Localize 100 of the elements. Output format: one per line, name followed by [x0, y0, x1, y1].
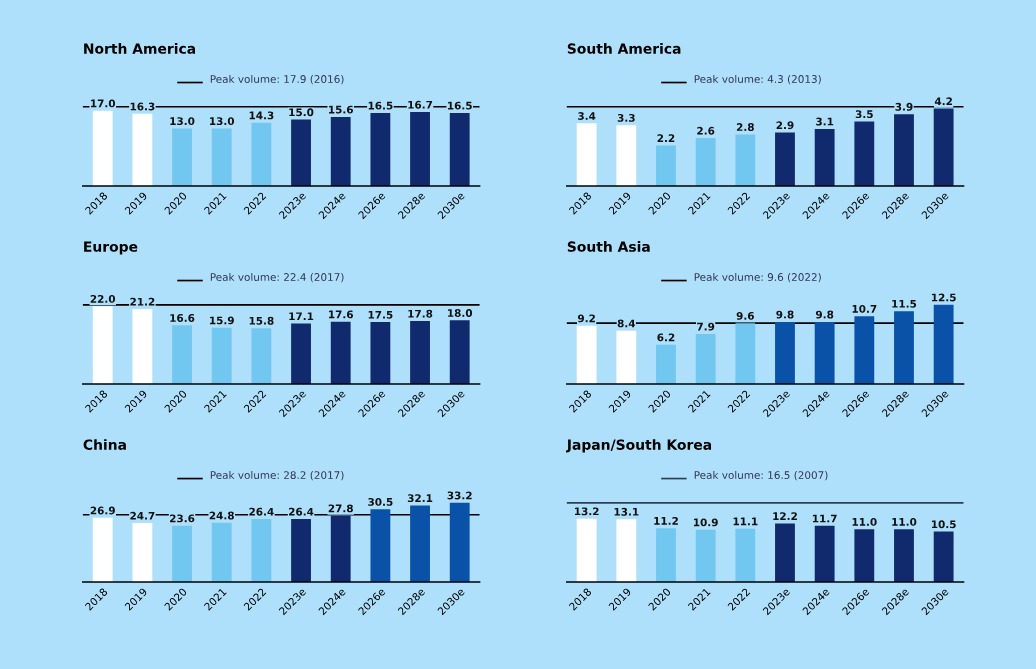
chart-title: China [83, 439, 126, 450]
bar [132, 113, 153, 186]
bar [735, 528, 756, 583]
bar [449, 502, 470, 583]
data-label: 26.9 [90, 506, 115, 515]
bar [330, 515, 351, 583]
data-label: 2.8 [736, 123, 754, 131]
bar [172, 325, 192, 385]
bar [933, 531, 954, 583]
data-label: 13.0 [170, 117, 195, 126]
legend-label: Peak volume: 4.3 (2013) [694, 74, 821, 85]
bar [894, 529, 914, 583]
bar [291, 119, 311, 186]
bar [656, 344, 676, 385]
data-label: 4.2 [934, 97, 952, 106]
data-label: 16.3 [130, 102, 155, 111]
bar [449, 320, 470, 385]
data-label: 27.8 [328, 504, 353, 513]
bar [251, 328, 272, 385]
data-label: 24.8 [209, 511, 234, 520]
chart-title: North America [84, 43, 196, 54]
data-label: 17.1 [289, 312, 314, 320]
bar [132, 309, 153, 385]
data-label: 17.5 [368, 310, 393, 319]
data-label: 3.1 [816, 117, 834, 126]
data-label: 9.2 [577, 314, 595, 323]
data-label: 9.8 [815, 310, 834, 319]
data-label: 32.1 [407, 494, 433, 503]
bar [576, 518, 597, 583]
bar [251, 519, 272, 583]
data-label: 17.8 [408, 309, 433, 318]
bar [370, 322, 391, 385]
bar [211, 327, 232, 385]
chart-title: Japan/South Korea [566, 439, 712, 453]
data-label: 2.2 [657, 134, 675, 142]
bar [370, 112, 391, 186]
data-label: 16.5 [368, 101, 393, 110]
data-label: 10.5 [931, 520, 956, 529]
data-label: 11.1 [733, 517, 758, 526]
data-label: 15.0 [289, 108, 314, 117]
bar [211, 522, 232, 583]
data-label: 9.8 [776, 310, 794, 319]
data-label: 18.0 [448, 309, 473, 317]
bar [933, 304, 954, 385]
data-label: 12.5 [931, 293, 956, 302]
data-label: 11.2 [654, 516, 678, 525]
bar [775, 321, 795, 385]
bar [616, 519, 637, 583]
bar [695, 138, 716, 186]
bar [854, 121, 875, 186]
chart-title: South America [567, 43, 681, 54]
bar [410, 112, 430, 186]
data-label: 17.0 [91, 99, 116, 108]
data-label: 15.9 [210, 316, 234, 325]
data-label: 2.9 [776, 121, 794, 130]
bar [814, 525, 835, 583]
data-label: 21.2 [130, 297, 155, 306]
bar [894, 311, 914, 385]
bar [370, 509, 391, 583]
data-label: 30.5 [368, 497, 393, 506]
data-label: 11.0 [852, 517, 877, 526]
bar [616, 125, 637, 186]
data-label: 16.5 [448, 101, 472, 110]
data-label: 10.9 [693, 518, 718, 527]
data-label: 11.5 [892, 299, 917, 308]
bar [291, 519, 311, 583]
data-label: 26.4 [249, 507, 274, 516]
data-label: 3.9 [895, 102, 913, 111]
bar [211, 128, 232, 186]
data-label: 7.9 [697, 322, 715, 331]
data-label: 11.7 [812, 514, 837, 523]
bar [695, 529, 716, 583]
data-label: 3.3 [617, 113, 635, 122]
data-label: 23.6 [170, 514, 195, 523]
bar [656, 528, 676, 583]
data-label: 15.8 [249, 316, 274, 325]
bar [616, 330, 637, 385]
bar [576, 123, 597, 186]
data-label: 12.2 [773, 512, 797, 520]
data-label: 26.4 [289, 507, 314, 516]
bar [735, 323, 756, 385]
bar [172, 128, 192, 186]
data-label: 17.6 [329, 310, 353, 319]
bar [172, 525, 192, 583]
data-label: 9.6 [736, 311, 754, 320]
legend-label: Peak volume: 22.4 (2017) [210, 272, 344, 283]
data-label: 15.6 [329, 105, 353, 114]
bar [933, 108, 954, 186]
bar [410, 321, 430, 385]
data-label: 22.0 [90, 294, 116, 303]
chart-title: Europe [84, 241, 138, 255]
bar [814, 321, 835, 385]
data-label: 33.2 [447, 491, 472, 500]
legend-label: Peak volume: 16.5 (2007) [694, 470, 828, 481]
bar [854, 529, 875, 583]
data-label: 16.7 [408, 100, 433, 109]
bar [251, 122, 272, 186]
data-label: 8.4 [617, 319, 636, 328]
data-label: 10.7 [852, 304, 877, 313]
bar [814, 128, 835, 186]
